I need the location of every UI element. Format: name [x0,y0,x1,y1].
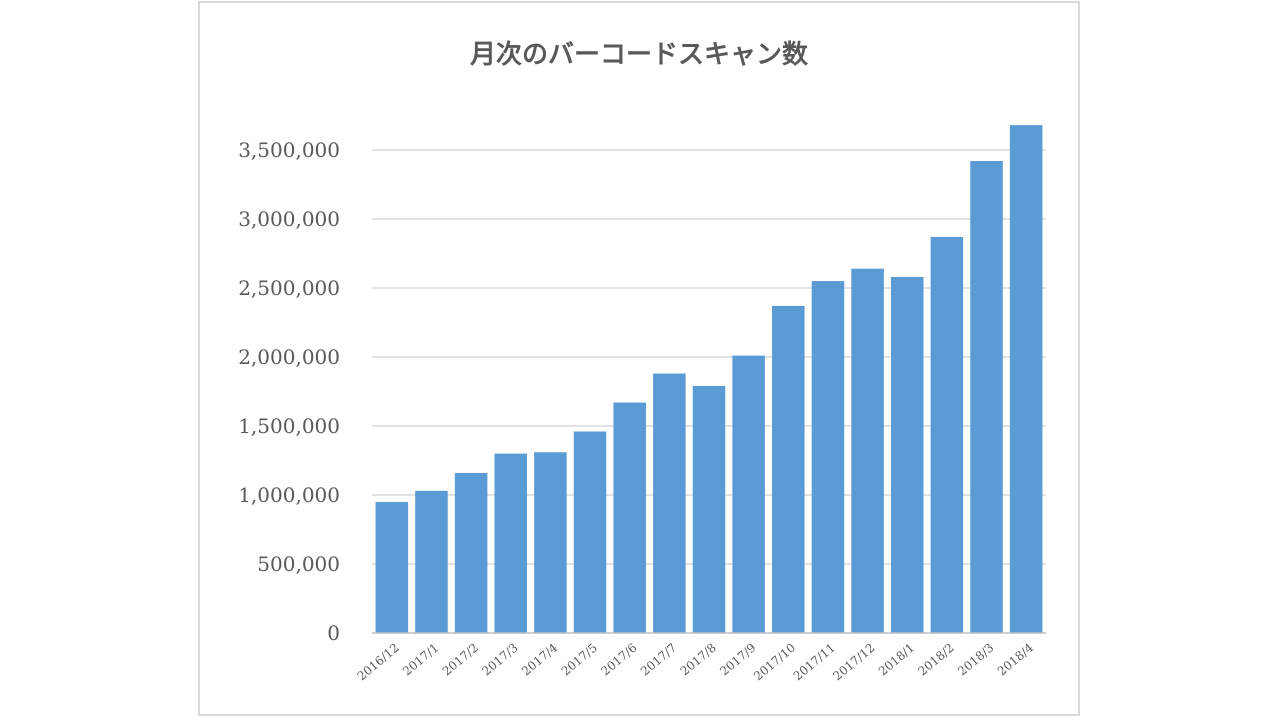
x-axis-ticks: 2016/122017/12017/22017/32017/42017/5201… [355,640,1037,683]
y-tick-label: 500,000 [257,552,340,576]
x-tick-label: 2017/6 [598,641,639,679]
x-tick-label: 2018/2 [915,641,956,679]
bar-2017/5 [573,431,607,633]
bar-2017/7 [653,373,686,633]
bar-2017/12 [851,268,884,633]
y-tick-label: 1,000,000 [238,483,340,507]
y-tick-label: 3,000,000 [238,207,340,231]
y-axis-ticks: 0 500,000 1,000,000 1,500,000 2,000,000 2,500… [238,138,340,645]
x-tick-label: 2018/3 [955,641,996,679]
x-tick-label: 2018/4 [995,640,1037,678]
bar-2017/6 [613,402,646,633]
bar-2017/2 [454,472,488,633]
x-tick-label: 2017/3 [479,641,520,679]
bar-2016/12 [375,501,409,633]
bar-2017/9 [732,355,765,633]
x-tick-label: 2016/12 [355,641,402,684]
x-tick-label: 2017/7 [638,641,679,679]
bar-2018/3 [970,161,1003,634]
x-tick-label: 2017/4 [519,640,561,678]
x-tick-label: 2017/12 [830,641,877,684]
y-tick-label: 1,500,000 [238,414,340,438]
bar-2018/2 [930,236,964,633]
bar-2017/8 [692,385,726,633]
bar-2018/1 [890,276,924,633]
y-tick-label: 0 [327,621,340,645]
y-tick-label: 3,500,000 [238,138,340,162]
bars [375,125,1043,634]
x-tick-label: 2017/8 [678,641,719,679]
chart-title: 月次のバーコードスキャン数 [469,40,809,70]
y-tick-label: 2,500,000 [238,276,340,300]
y-tick-label: 2,000,000 [238,345,340,369]
x-tick-label: 2017/1 [400,641,441,679]
bar-2017/4 [534,452,567,633]
bar-2017/1 [415,490,448,633]
bar-2018/4 [1009,125,1043,633]
x-tick-label: 2017/2 [440,641,481,679]
x-tick-label: 2018/1 [876,641,917,679]
bar-2017/10 [772,305,805,633]
x-tick-label: 2017/10 [751,641,798,684]
x-tick-label: 2017/11 [791,641,838,684]
bar-2017/11 [811,281,845,633]
x-tick-label: 2017/5 [559,641,600,679]
bar-2017/3 [494,453,528,633]
